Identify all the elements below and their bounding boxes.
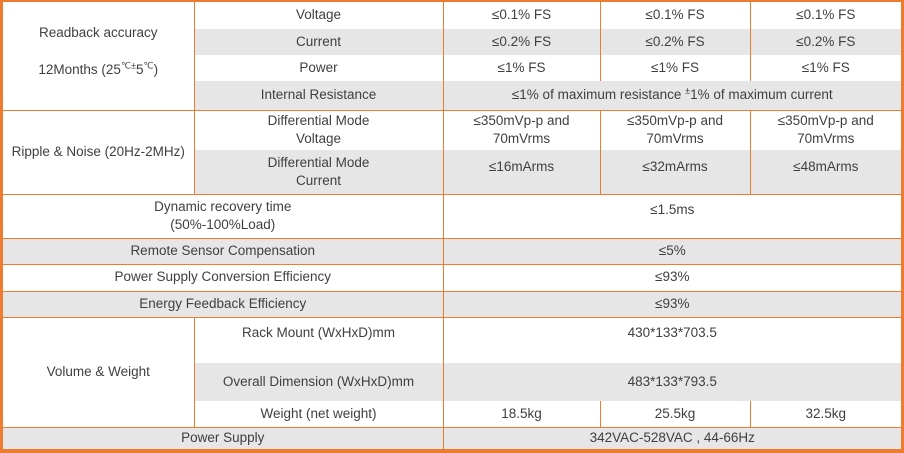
plus-minus-superscript: ±	[685, 85, 691, 96]
row-overall-dimension-label: Overall Dimension (WxHxD)mm	[193, 363, 443, 401]
row-diff-mode-voltage-label: Differential Mode Voltage	[193, 109, 443, 150]
degc-superscript: ℃±	[120, 60, 136, 71]
degc-superscript: ℃	[143, 60, 154, 71]
table-row: Power Supply Conversion Efficiency ≤93%	[3, 263, 901, 291]
table-row: Dynamic recovery time (50%-100%Load) ≤1.…	[3, 193, 901, 238]
weight-value-2: 25.5kg	[599, 401, 750, 427]
conversion-efficiency-value: ≤93%	[442, 263, 901, 291]
row-conversion-efficiency-label: Power Supply Conversion Efficiency	[3, 263, 443, 291]
row-dynamic-recovery-label: Dynamic recovery time (50%-100%Load)	[3, 193, 443, 238]
row-diff-mode-current-label: Differential Mode Current	[193, 150, 443, 194]
diff-voltage-value-1: ≤350mVp-p and 70mVrms	[442, 109, 600, 150]
table-row: Energy Feedback Efficiency ≤93%	[3, 290, 901, 317]
row-power-supply-label: Power Supply	[3, 426, 443, 449]
dynamic-recovery-value: ≤1.5ms	[442, 193, 901, 238]
table-row: Ripple & Noise (20Hz-2MHz) Differential …	[3, 109, 901, 194]
power-value-2: ≤1% FS	[599, 55, 750, 81]
table-row: Readback accuracy 12Months (25℃±5℃) Volt…	[3, 2, 901, 77]
current-value-3: ≤0.2% FS	[749, 29, 901, 55]
current-value-2: ≤0.2% FS	[599, 29, 750, 55]
readback-group-line1: Readback accuracy	[38, 25, 158, 41]
row-internal-resistance-label: Internal Resistance	[193, 81, 443, 110]
remote-sensor-value: ≤5%	[442, 237, 901, 264]
table-row: Current ≤0.2% FS ≤0.2% FS ≤0.2% FS	[3, 29, 901, 55]
row-rack-mount-label: Rack Mount (WxHxD)mm	[193, 316, 443, 363]
table-row: Power Supply 342VAC-528VAC , 44-66Hz	[3, 426, 901, 449]
power-value-1: ≤1% FS	[442, 55, 600, 81]
diff-voltage-value-3: ≤350mVp-p and 70mVrms	[749, 109, 901, 150]
voltage-value-1: ≤0.1% FS	[442, 2, 600, 29]
diff-current-value-3: ≤48mArms	[749, 150, 901, 194]
table-row: Weight (net weight) 18.5kg 25.5kg 32.5kg	[3, 401, 901, 427]
voltage-value-2: ≤0.1% FS	[599, 2, 750, 29]
row-power-label: Power	[193, 55, 443, 81]
internal-resistance-value: ≤1% of maximum resistance ±1% of maximum…	[442, 81, 901, 110]
row-weight-label: Weight (net weight)	[193, 401, 443, 427]
power-value-3: ≤1% FS	[749, 55, 901, 81]
ripple-group-cell: Ripple & Noise (20Hz-2MHz)	[3, 109, 194, 194]
spec-table-grid: Readback accuracy 12Months (25℃±5℃) Volt…	[3, 2, 901, 449]
current-value-1: ≤0.2% FS	[442, 29, 600, 55]
table-row: Overall Dimension (WxHxD)mm 483*133*793.…	[3, 363, 901, 401]
rack-mount-value: 430*133*703.5	[442, 316, 901, 363]
voltage-value-3: ≤0.1% FS	[749, 2, 901, 29]
table-row: Power ≤1% FS ≤1% FS ≤1% FS	[3, 55, 901, 81]
overall-dimension-value: 483*133*793.5	[442, 363, 901, 401]
table-row: Volume & Weight Rack Mount (WxHxD)mm 430…	[3, 316, 901, 427]
weight-value-3: 32.5kg	[749, 401, 901, 427]
row-voltage-label: Voltage	[193, 2, 443, 29]
diff-current-value-2: ≤32mArms	[599, 150, 750, 194]
volume-weight-group-cell: Volume & Weight	[3, 316, 194, 427]
diff-current-value-1: ≤16mArms	[442, 150, 600, 194]
row-remote-sensor-label: Remote Sensor Compensation	[3, 237, 443, 264]
row-energy-feedback-label: Energy Feedback Efficiency	[3, 290, 443, 317]
energy-feedback-value: ≤93%	[442, 290, 901, 317]
table-row: Remote Sensor Compensation ≤5%	[3, 237, 901, 264]
table-row: Internal Resistance ≤1% of maximum resis…	[3, 81, 901, 110]
weight-value-1: 18.5kg	[442, 401, 600, 427]
readback-group-cell: Readback accuracy 12Months (25℃±5℃)	[3, 2, 194, 110]
readback-group-line2: 12Months (25℃±5℃)	[38, 60, 159, 77]
row-current-label: Current	[193, 29, 443, 55]
table-row: Differential Mode Current ≤16mArms ≤32mA…	[3, 150, 901, 194]
diff-voltage-value-2: ≤350mVp-p and 70mVrms	[599, 109, 750, 150]
power-supply-value: 342VAC-528VAC , 44-66Hz	[442, 426, 901, 449]
